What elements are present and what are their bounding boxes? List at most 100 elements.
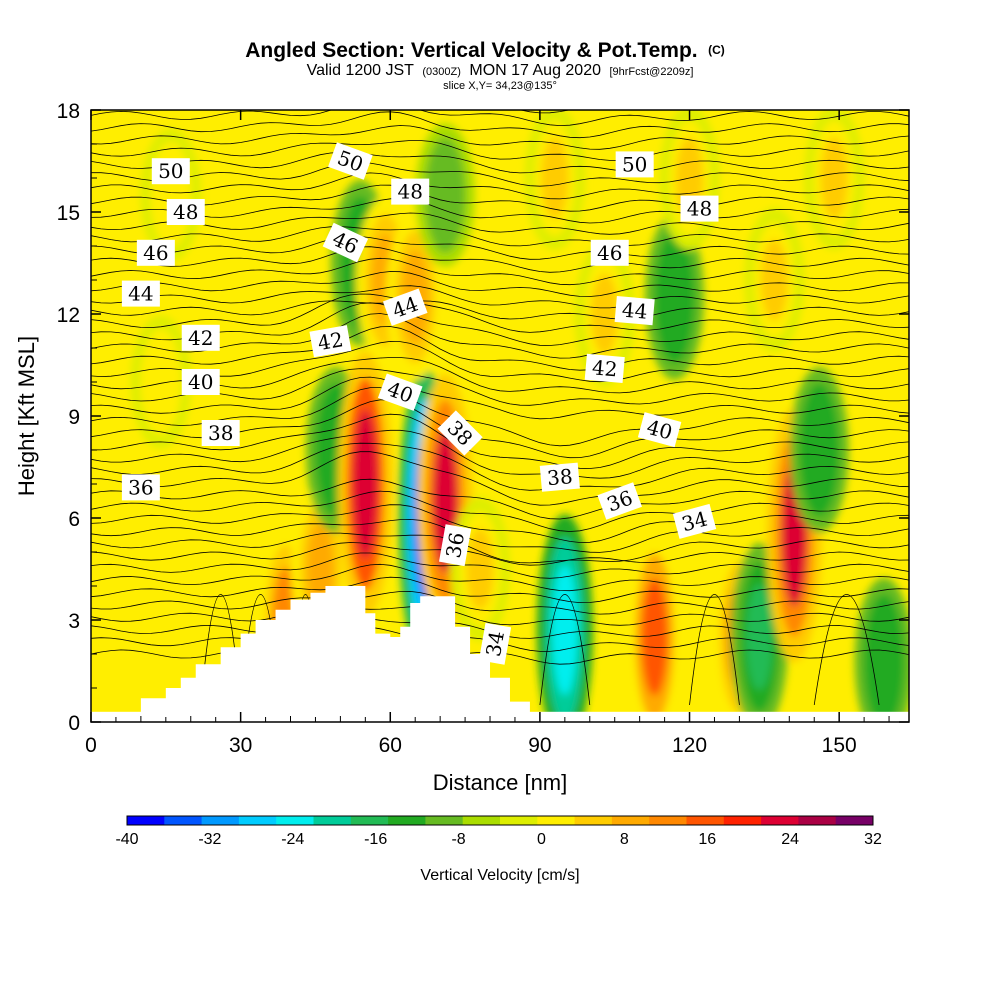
colorbar-swatch <box>574 816 613 825</box>
colorbar-tick-label: -8 <box>451 831 465 848</box>
contour-label-text: 42 <box>188 326 213 350</box>
colorbar-swatch <box>686 816 725 825</box>
theta-contour-line <box>91 151 909 174</box>
x-tick-label: 120 <box>672 734 707 757</box>
colorbar-swatch <box>537 816 576 825</box>
theta-contour-line <box>91 605 909 626</box>
contour-label-text: 48 <box>687 197 712 221</box>
colorbar-swatch <box>127 816 165 825</box>
contour-label-text: 38 <box>208 421 233 445</box>
contour-label-box <box>136 239 175 266</box>
theta-contour-line <box>91 413 909 469</box>
y-tick-label: 6 <box>68 508 80 531</box>
colorbar-swatch <box>649 816 687 825</box>
theta-contour-line <box>91 302 909 346</box>
contour-label: 36 <box>121 474 160 501</box>
y-tick-label: 3 <box>68 610 80 633</box>
theta-contour-line <box>91 184 909 212</box>
theta-contour-line <box>91 125 909 150</box>
contour-label-text: 34 <box>481 629 509 658</box>
contour-label: 50 <box>615 151 654 178</box>
x-tick-label: 0 <box>85 734 97 757</box>
velocity-cell-core <box>746 584 773 690</box>
theta-contour-line <box>91 140 909 161</box>
contour-label-box <box>597 482 643 520</box>
contour-label: 42 <box>584 353 625 384</box>
contour-label-box <box>672 503 717 539</box>
theta-contour-line <box>91 387 909 447</box>
contour-label: 40 <box>637 412 682 448</box>
velocity-cell-core <box>870 614 898 708</box>
contour-label: 44 <box>382 288 428 326</box>
colorbar-swatch <box>201 816 240 825</box>
contour-label-text: 46 <box>597 241 622 265</box>
colorbar-swatch <box>500 816 538 825</box>
contour-label: 50 <box>151 158 190 185</box>
colorbar-swatch <box>350 816 389 825</box>
theta-contour-line <box>91 552 909 579</box>
velocity-cell-core <box>760 239 788 321</box>
contour-label-box <box>382 288 428 326</box>
chart-subtitle: Valid 1200 JST (0300Z) MON 17 Aug 2020 [… <box>307 62 694 79</box>
contour-label-text: 44 <box>128 282 153 306</box>
contour-label-box <box>151 158 190 185</box>
theta-contour-line <box>91 451 909 506</box>
contour-label: 34 <box>672 503 717 539</box>
x-axis: 0 30 60 90 120 150 <box>85 110 890 757</box>
velocity-cell-core <box>541 137 569 219</box>
x-tick-label: 60 <box>379 734 402 757</box>
contour-label: 50 <box>328 142 373 180</box>
colorbar-tick-label: 16 <box>698 831 716 848</box>
colorbar-swatch <box>723 816 762 825</box>
contour-label: 44 <box>121 280 160 307</box>
contour-label-box <box>590 239 629 266</box>
theta-contour-line <box>91 590 909 615</box>
contour-label-box <box>584 353 625 384</box>
contour-label: 42 <box>309 325 352 358</box>
x-tick-label: 150 <box>822 734 857 757</box>
theta-contour-arc <box>539 594 591 706</box>
contour-label-box <box>377 373 423 411</box>
y-tick-label: 15 <box>57 202 80 225</box>
contour-label: 48 <box>391 178 430 205</box>
slice-info: slice X,Y= 34,23@135° <box>443 80 557 92</box>
contour-label-box <box>121 474 160 501</box>
contour-label-text: 42 <box>316 327 345 355</box>
theta-contour-line <box>91 226 909 247</box>
contour-label-box <box>539 462 580 492</box>
colorbar-swatch <box>462 816 501 825</box>
colorbar-frame <box>126 815 874 826</box>
colorbar-tick-label: -16 <box>364 831 387 848</box>
contour-label-box <box>181 324 220 351</box>
colorbar-tick-label: -40 <box>115 831 138 848</box>
theta-contour-line <box>91 161 909 187</box>
colorbar-swatch <box>313 816 352 825</box>
contour-label-text: 48 <box>173 200 198 224</box>
theta-contour-line <box>91 197 909 224</box>
contour-label: 38 <box>539 462 580 492</box>
theta-contour-line <box>91 518 909 553</box>
potential-temperature-contours <box>91 110 909 706</box>
contour-label-box <box>322 222 369 263</box>
colorbar-tick-label: 0 <box>537 831 546 848</box>
velocity-cell-core <box>820 137 848 219</box>
colorbar-tick-label: 8 <box>620 831 629 848</box>
velocity-cell-core <box>431 154 459 236</box>
contour-label-text: 44 <box>621 298 648 324</box>
contour-label: 44 <box>614 295 655 326</box>
colorbar-swatch <box>164 816 203 825</box>
y-tick-label: 18 <box>57 100 80 123</box>
theta-contour-line <box>91 257 909 286</box>
theta-contour-line <box>91 563 909 592</box>
colorbar-swatch <box>611 816 650 825</box>
theta-contour-line <box>91 376 909 420</box>
contour-label-box <box>437 410 483 456</box>
velocity-cell-core <box>552 565 578 696</box>
colorbar-swatch <box>761 816 799 825</box>
contour-label: 42 <box>181 324 220 351</box>
colorbar-swatch <box>798 816 837 825</box>
contour-label-text: 42 <box>591 355 618 381</box>
theta-contour-line <box>91 532 909 564</box>
colorbar-tick-label: 32 <box>864 831 882 848</box>
contour-label: 38 <box>201 420 240 446</box>
